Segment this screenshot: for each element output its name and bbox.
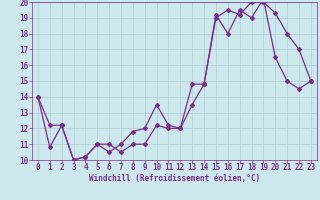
X-axis label: Windchill (Refroidissement éolien,°C): Windchill (Refroidissement éolien,°C) [89, 174, 260, 183]
